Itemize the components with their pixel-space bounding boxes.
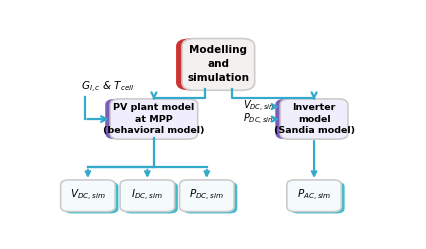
FancyBboxPatch shape xyxy=(176,39,249,90)
FancyBboxPatch shape xyxy=(275,99,343,139)
FancyBboxPatch shape xyxy=(124,182,178,213)
FancyBboxPatch shape xyxy=(110,99,198,139)
Text: $P_{AC,sim}$: $P_{AC,sim}$ xyxy=(297,188,331,203)
Text: $P_{DC,sim}$: $P_{DC,sim}$ xyxy=(243,112,276,126)
FancyBboxPatch shape xyxy=(182,39,255,90)
FancyBboxPatch shape xyxy=(105,99,193,139)
FancyBboxPatch shape xyxy=(183,182,237,213)
FancyBboxPatch shape xyxy=(280,99,348,139)
Text: Inverter
model
(Sandia model): Inverter model (Sandia model) xyxy=(273,103,354,135)
Text: $V_{DC,sim}$: $V_{DC,sim}$ xyxy=(243,99,277,114)
Text: $V_{DC,sim}$: $V_{DC,sim}$ xyxy=(70,188,106,203)
FancyBboxPatch shape xyxy=(290,182,345,213)
Text: PV plant model
at MPP
(behavioral model): PV plant model at MPP (behavioral model) xyxy=(103,103,205,135)
Text: Modelling
and
simulation: Modelling and simulation xyxy=(187,45,249,83)
Text: $P_{DC,sim}$: $P_{DC,sim}$ xyxy=(189,188,224,203)
Text: $G_{I,c}$ & $T_{cell}$: $G_{I,c}$ & $T_{cell}$ xyxy=(81,80,135,95)
FancyBboxPatch shape xyxy=(64,182,118,213)
FancyBboxPatch shape xyxy=(120,180,175,212)
Text: $I_{DC,sim}$: $I_{DC,sim}$ xyxy=(132,188,163,203)
FancyBboxPatch shape xyxy=(179,180,234,212)
FancyBboxPatch shape xyxy=(60,180,115,212)
FancyBboxPatch shape xyxy=(287,180,341,212)
